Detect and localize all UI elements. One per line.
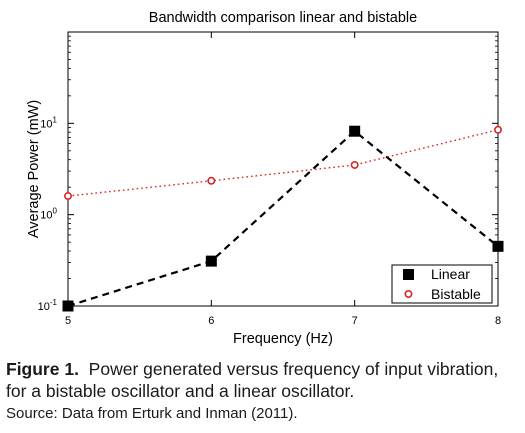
x-tick-label: 7 xyxy=(352,315,358,327)
x-tick-label: 8 xyxy=(495,315,501,327)
chart: Bandwidth comparison linear and bistable… xyxy=(26,10,504,347)
figure-caption: Figure 1. Power generated versus frequen… xyxy=(6,358,522,424)
y-axis-ticks: 10-1 100 101 xyxy=(38,35,498,313)
legend-marker-linear xyxy=(403,269,414,280)
legend-label-bistable: Bistable xyxy=(431,286,481,302)
data-point-bistable xyxy=(64,192,73,201)
y-tick-label: 101 xyxy=(40,115,57,130)
caption-line-2: for a bistable oscillator and a linear o… xyxy=(6,381,355,401)
data-point-linear xyxy=(62,300,74,312)
data-point-bistable xyxy=(207,176,216,185)
x-tick-label: 5 xyxy=(65,315,71,327)
series-line-linear xyxy=(67,129,499,308)
y-tick-label: 100 xyxy=(40,207,57,222)
x-axis-ticks: 5 6 7 8 xyxy=(65,32,501,327)
caption-text: Power generated versus frequency of inpu… xyxy=(88,359,499,379)
caption-source: Source: Data from Erturk and Inman (2011… xyxy=(6,405,298,422)
y-tick-label: 10-1 xyxy=(38,298,58,313)
series-layer xyxy=(62,125,504,312)
caption-line-1: Figure 1. Power generated versus frequen… xyxy=(6,358,522,380)
legend-marker-bistable xyxy=(404,289,413,298)
legend: Linear Bistable xyxy=(391,264,493,304)
x-axis-label: Frequency (Hz) xyxy=(233,331,333,347)
data-point-linear xyxy=(492,240,504,252)
x-tick-label: 6 xyxy=(208,315,214,327)
y-axis-label: Average Power (mW) xyxy=(26,100,42,238)
data-point-linear xyxy=(205,255,217,267)
data-point-linear xyxy=(349,125,361,137)
series-line-bistable xyxy=(67,129,499,197)
chart-title: Bandwidth comparison linear and bistable xyxy=(149,10,417,26)
data-point-bistable xyxy=(493,125,502,134)
legend-label-linear: Linear xyxy=(431,266,470,282)
caption-label: Figure 1. xyxy=(6,359,79,379)
plot-frame xyxy=(67,31,499,307)
data-point-bistable xyxy=(350,160,359,169)
